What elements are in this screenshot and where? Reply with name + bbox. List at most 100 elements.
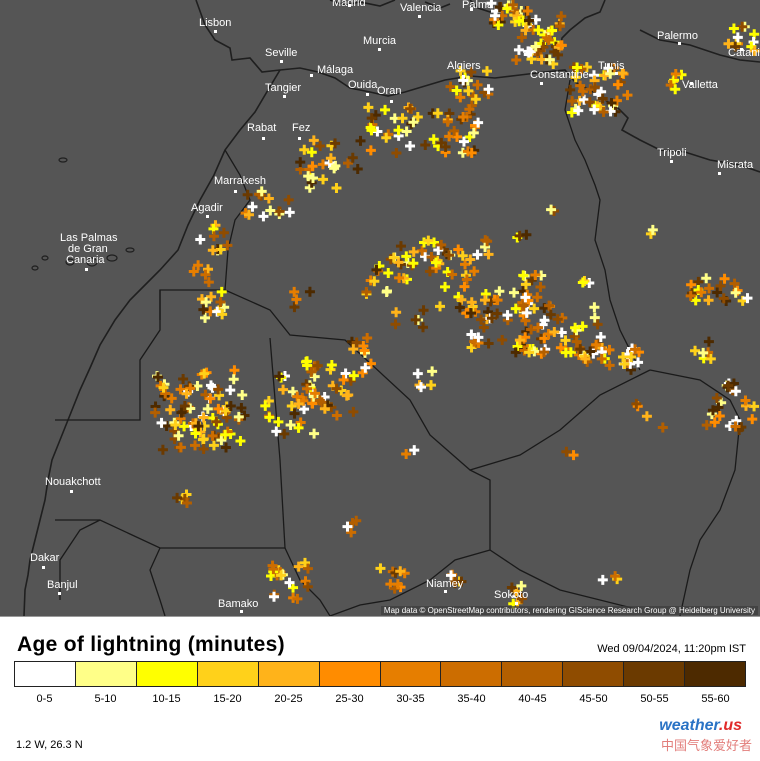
lightning-strike-mark: [466, 329, 477, 340]
lightning-strike-mark: [486, 0, 497, 9]
map-attribution[interactable]: Map data © OpenStreetMap contributors, r…: [380, 606, 758, 615]
lightning-strike-mark: [670, 84, 681, 95]
lightning-strike-mark: [274, 371, 285, 382]
lightning-strike-mark: [365, 358, 376, 369]
lightning-strike-mark: [493, 19, 504, 30]
lightning-strike-mark: [472, 249, 483, 260]
weather-us-logo[interactable]: weather.us: [659, 717, 742, 735]
lightning-strike-mark: [412, 368, 423, 379]
lightning-strike-mark: [513, 44, 524, 55]
city-nouakchott: Nouakchott: [45, 476, 101, 493]
lightning-strike-mark: [181, 388, 192, 399]
lightning-strike-mark: [338, 374, 349, 385]
city-palermo: Palermo: [657, 30, 698, 45]
lightning-strike-mark: [158, 382, 169, 393]
legend-title: Age of lightning (minutes): [17, 633, 285, 656]
lightning-strike-mark: [711, 392, 722, 403]
lightning-strike-mark: [289, 408, 300, 419]
lightning-strike-mark: [480, 242, 491, 253]
lightning-strike-mark: [580, 353, 591, 364]
lightning-strike-mark: [394, 272, 405, 283]
lightning-strike-mark: [577, 86, 588, 97]
lightning-strike-mark: [670, 68, 681, 79]
lightning-strike-mark: [401, 251, 412, 262]
lightning-strike-mark: [418, 322, 429, 333]
cursor-coordinates: 1.2 W, 26.3 N: [16, 739, 83, 751]
lightning-strike-mark: [657, 422, 668, 433]
lightning-strike-mark: [443, 250, 454, 261]
lightning-strike-mark: [633, 357, 644, 368]
lightning-strike-mark: [556, 40, 567, 51]
logo-text: weather: [659, 717, 719, 734]
lightning-strike-mark: [445, 570, 456, 581]
svg-text:Niamey: Niamey: [426, 578, 464, 590]
lightning-strike-mark: [286, 401, 297, 412]
lightning-strike-mark: [454, 302, 465, 313]
lightning-strike-mark: [520, 292, 531, 303]
lightning-strike-mark: [549, 327, 560, 338]
lightning-strike-mark: [213, 403, 224, 414]
lightning-strike-mark: [516, 32, 527, 43]
lightning-strike-mark: [518, 270, 529, 281]
map-view[interactable]: Madrid Valencia Palma Lisbon Seville Mur…: [0, 0, 760, 616]
lightning-strike-mark: [591, 339, 602, 350]
lightning-strike-mark: [206, 291, 217, 302]
lightning-strike-mark: [203, 264, 214, 275]
lightning-strike-mark: [397, 113, 408, 124]
city-catania: Catania: [728, 47, 760, 59]
lightning-strike-mark: [461, 274, 472, 285]
lightning-strike-mark: [469, 266, 480, 277]
lightning-strike-mark: [647, 224, 658, 235]
lightning-strike-mark: [539, 315, 550, 326]
lightning-strike-mark: [585, 346, 596, 357]
lightning-strike-mark: [172, 492, 183, 503]
svg-text:Fez: Fez: [292, 122, 310, 134]
lightning-strike-mark: [284, 207, 295, 218]
lightning-strike-mark: [535, 282, 546, 293]
lightning-strike-mark: [306, 366, 317, 377]
lightning-strike-mark: [347, 152, 358, 163]
lightning-strike-mark: [597, 93, 608, 104]
lightning-strike-mark: [383, 267, 394, 278]
lightning-strike-mark: [507, 0, 518, 10]
lightning-strike-mark: [690, 345, 701, 356]
lightning-strike-mark: [569, 331, 580, 342]
city-palma: Palma: [462, 0, 494, 11]
city-valencia: Valencia: [400, 2, 442, 18]
svg-text:Canaria: Canaria: [66, 254, 105, 266]
lightning-strike-mark: [352, 164, 363, 175]
lightning-strike-mark: [409, 445, 420, 456]
lightning-strike-mark: [340, 368, 351, 379]
lightning-strike-mark: [351, 337, 362, 348]
legend-swatch-15-20: [197, 662, 259, 686]
lightning-strike-mark: [532, 292, 543, 303]
lightning-strike-mark: [520, 279, 531, 290]
lightning-strike-mark: [331, 410, 342, 421]
lightning-strike-mark: [310, 388, 321, 399]
lightning-strike-mark: [198, 433, 209, 444]
lightning-strike-mark: [256, 186, 267, 197]
lightning-strike-mark: [222, 240, 233, 251]
lightning-strike-mark: [363, 102, 374, 113]
lightning-strike-mark: [193, 260, 204, 271]
lightning-strikes: [150, 0, 760, 609]
lightning-strike-mark: [279, 428, 290, 439]
legend-swatch-30-35: [380, 662, 442, 686]
svg-text:Constantine: Constantine: [530, 69, 589, 81]
lightning-strike-mark: [532, 322, 543, 333]
lightning-strike-mark: [176, 407, 187, 418]
lightning-strike-mark: [331, 383, 342, 394]
svg-text:Madrid: Madrid: [332, 0, 366, 9]
lightning-strike-mark: [458, 112, 469, 123]
lightning-strike-mark: [300, 576, 311, 587]
lightning-strike-mark: [292, 593, 303, 604]
lightning-strike-mark: [490, 10, 501, 21]
lightning-strike-mark: [524, 347, 535, 358]
city-sokoto: Sokoto: [494, 589, 528, 605]
lightning-strike-mark: [179, 421, 190, 432]
legend-swatch-25-30: [319, 662, 381, 686]
legend-swatch-5-10: [75, 662, 137, 686]
lightning-strike-mark: [463, 85, 474, 96]
city-murcia: Murcia: [363, 35, 397, 51]
